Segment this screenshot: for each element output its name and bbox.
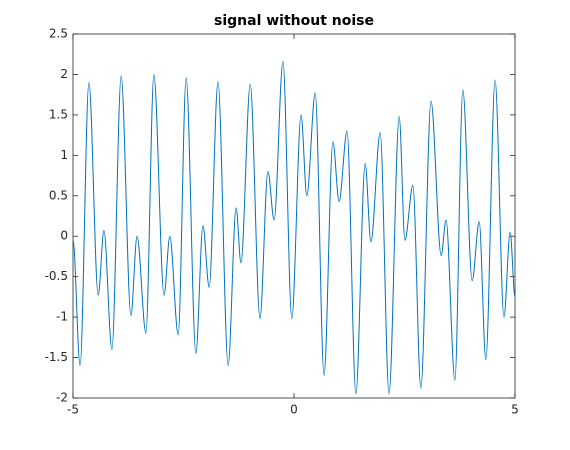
- y-tick-label: -0.5: [45, 269, 68, 283]
- y-tick-label: 2: [60, 67, 68, 81]
- x-tick-label: -5: [67, 403, 79, 417]
- y-tick-label: 1: [60, 148, 68, 162]
- chart-title: signal without noise: [214, 13, 374, 29]
- x-tick-label: 5: [511, 403, 519, 417]
- y-tick-label: -2: [56, 391, 68, 405]
- y-tick-label: -1.5: [45, 350, 68, 364]
- y-tick-label: 2.5: [49, 27, 68, 41]
- x-tick-label: 0: [290, 403, 298, 417]
- y-tick-label: -1: [56, 310, 68, 324]
- plot-box: [72, 33, 516, 399]
- signal-line: [72, 61, 516, 395]
- y-tick-label: 1.5: [49, 107, 68, 121]
- y-tick-label: 0.5: [49, 188, 68, 202]
- y-tick-label: 0: [60, 229, 68, 243]
